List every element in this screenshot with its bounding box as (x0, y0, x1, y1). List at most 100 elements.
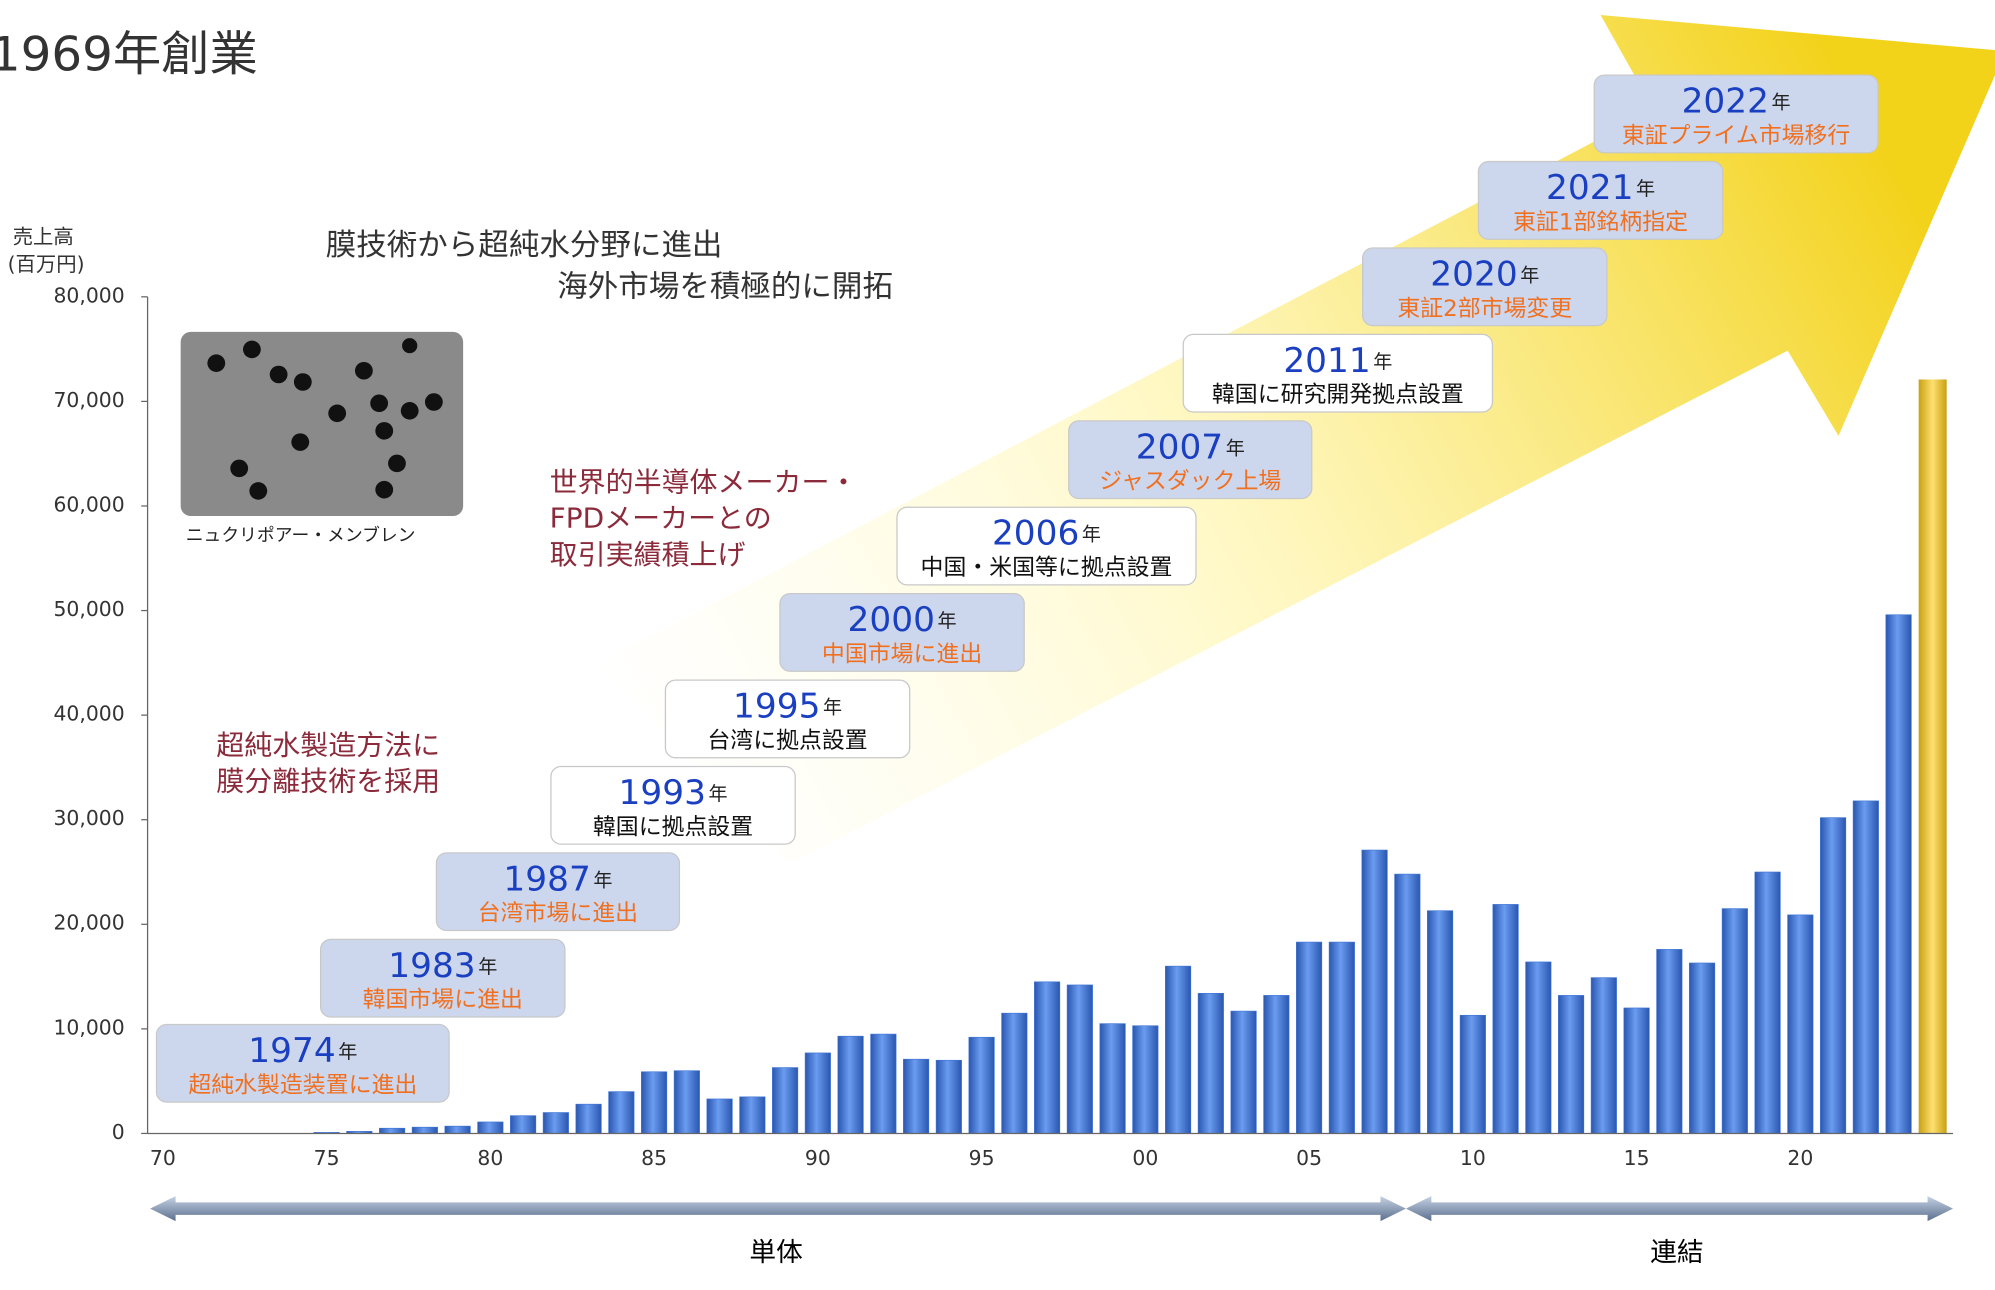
bar (1788, 915, 1813, 1134)
milestone-year-unit: 年 (1636, 178, 1655, 200)
bar (1100, 1024, 1125, 1134)
photo-caption: ニュクリポアー・メンブレン (186, 524, 416, 546)
milestone-year-unit: 年 (938, 610, 957, 632)
y-tick-label: 80,000 (53, 283, 124, 307)
bar (1526, 962, 1551, 1134)
note: 取引実績積上げ (550, 538, 746, 571)
y-axis-label: (百万円) (8, 252, 85, 276)
bar (707, 1099, 732, 1134)
milestone-text: 東証2部市場変更 (1397, 296, 1572, 322)
milestone-text: 中国市場に進出 (822, 642, 982, 668)
y-axis-label: 売上高 (13, 225, 74, 249)
x-tick-label: 05 (1296, 1146, 1322, 1170)
milestone-year-unit: 年 (823, 696, 842, 718)
bar (1133, 1026, 1158, 1134)
x-tick-label: 75 (314, 1146, 340, 1170)
milestone-year-number: 1993 (619, 773, 706, 813)
bar (1657, 949, 1682, 1133)
milestone-year-number: 1983 (388, 946, 475, 986)
y-tick-label: 10,000 (53, 1015, 124, 1039)
bar (1689, 963, 1714, 1133)
milestone-text: 韓国に拠点設置 (593, 814, 753, 840)
y-tick-label: 30,000 (53, 806, 124, 830)
page: {"chart_data":{"type":"bar","title":"196… (0, 0, 1995, 1290)
bar (609, 1092, 634, 1134)
bar (740, 1097, 765, 1134)
bar (1591, 978, 1616, 1134)
x-tick-label: 85 (641, 1146, 667, 1170)
bar (1624, 1008, 1649, 1133)
bar (543, 1113, 568, 1134)
milestone-text: 中国・米国等に拠点設置 (921, 555, 1173, 581)
y-tick-label: 20,000 (53, 911, 124, 935)
gold-bar (1919, 379, 1947, 1133)
headline: 海外市場を積極的に開拓 (557, 270, 893, 305)
bar (510, 1116, 535, 1134)
bar (674, 1071, 699, 1134)
bar (1362, 850, 1387, 1133)
bar (903, 1059, 928, 1133)
bar (1231, 1011, 1256, 1133)
period-label: 単体 (749, 1237, 802, 1268)
bar (1722, 909, 1747, 1134)
milestone-year-number: 2000 (848, 600, 935, 640)
period-arrow (1406, 1196, 1953, 1221)
y-tick-label: 0 (112, 1120, 125, 1144)
x-tick-label: 80 (477, 1146, 503, 1170)
bar (412, 1127, 437, 1133)
bar (379, 1128, 404, 1133)
bar (1296, 942, 1321, 1133)
note: 世界的半導体メーカー・ (550, 466, 858, 499)
milestone-year-unit: 年 (709, 783, 728, 805)
x-tick-label: 95 (969, 1146, 995, 1170)
bar (838, 1036, 863, 1133)
bar (969, 1037, 994, 1133)
bar (445, 1126, 470, 1133)
photo (181, 332, 463, 516)
milestone-year-number: 2006 (992, 513, 1079, 553)
milestone-year-number: 1987 (503, 859, 590, 899)
bar (1853, 801, 1878, 1134)
milestone-year-number: 1974 (248, 1031, 335, 1071)
y-tick-label: 50,000 (53, 597, 124, 621)
x-tick-label: 20 (1787, 1146, 1813, 1170)
milestone-text: 台湾市場に進出 (478, 901, 638, 927)
x-tick-label: 15 (1624, 1146, 1650, 1170)
milestone-year-unit: 年 (338, 1041, 357, 1063)
bar (1067, 985, 1092, 1134)
milestone-text: 韓国に研究開発拠点設置 (1212, 382, 1464, 408)
x-tick-label: 70 (150, 1146, 176, 1170)
y-tick-label: 60,000 (53, 493, 124, 517)
y-tick-label: 70,000 (53, 388, 124, 412)
bar (576, 1104, 601, 1133)
note: FPDメーカーとの (550, 502, 772, 535)
milestone-text: 超純水製造装置に進出 (188, 1072, 417, 1098)
headline: 膜技術から超純水分野に進出 (326, 228, 723, 263)
note: 超純水製造方法に (216, 729, 440, 762)
period-arrow (150, 1196, 1406, 1221)
bar (936, 1060, 961, 1133)
milestone-year-unit: 年 (478, 955, 497, 977)
milestone-year-number: 1995 (733, 686, 820, 726)
milestone-year-number: 2022 (1682, 81, 1769, 121)
bar (1395, 874, 1420, 1133)
period-label: 連結 (1650, 1237, 1703, 1268)
milestone-year-number: 2021 (1546, 168, 1633, 208)
bar (478, 1122, 503, 1134)
bar (1427, 911, 1452, 1134)
milestone-year-unit: 年 (1226, 437, 1245, 459)
bar (1460, 1015, 1485, 1133)
milestone-year-unit: 年 (1082, 523, 1101, 545)
bar (1558, 995, 1583, 1133)
x-tick-label: 10 (1460, 1146, 1486, 1170)
bar (1264, 995, 1289, 1133)
bar (1198, 993, 1223, 1133)
x-tick-label: 90 (805, 1146, 831, 1170)
chart: 単体 連結 1969年創業 売上高 (百万円) 膜技術から超純水分野に進出 海外… (0, 0, 1995, 1290)
milestone-year-unit: 年 (1520, 264, 1539, 286)
bar (1034, 982, 1059, 1134)
bar (1820, 818, 1845, 1134)
bar (1493, 904, 1518, 1133)
chart-title: 1969年創業 (0, 27, 258, 83)
bar (871, 1034, 896, 1133)
